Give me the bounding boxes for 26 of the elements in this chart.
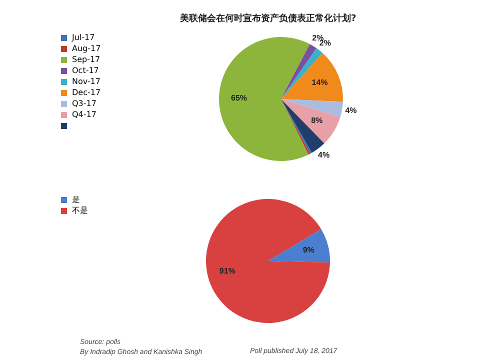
data-label: 91%	[219, 266, 236, 276]
pie-slice	[219, 37, 310, 161]
legend-label: Sep-17	[72, 55, 100, 64]
pie-slice	[281, 53, 343, 102]
legend-label: Nov-17	[72, 77, 100, 86]
legend-label: Q3-17	[72, 99, 96, 108]
legend-label: Q4-17	[72, 110, 96, 119]
legend-label: 不是	[72, 206, 88, 215]
data-label: 65%	[230, 93, 248, 102]
data-label: 4%	[345, 106, 357, 115]
pie-slice	[206, 199, 330, 323]
legend-label: 是	[72, 195, 80, 204]
legend-label: Oct-17	[72, 66, 99, 75]
pie-slice	[281, 99, 324, 153]
legend-label: Dec-17	[72, 88, 101, 97]
chart-title: 美联储会在何时宣布资产负债表正常化计划?	[180, 12, 356, 25]
pie-slice	[268, 229, 330, 263]
pie-slice	[281, 99, 340, 144]
pie-slice	[281, 99, 343, 118]
legend-label: Aug-17	[72, 44, 101, 53]
data-label: 4%	[318, 150, 330, 160]
data-label: 9%	[302, 245, 314, 254]
data-label: 2%	[312, 33, 324, 42]
data-label: 8%	[311, 116, 323, 125]
legend-label: Jul-17	[71, 33, 95, 42]
data-label: 14%	[312, 78, 328, 87]
